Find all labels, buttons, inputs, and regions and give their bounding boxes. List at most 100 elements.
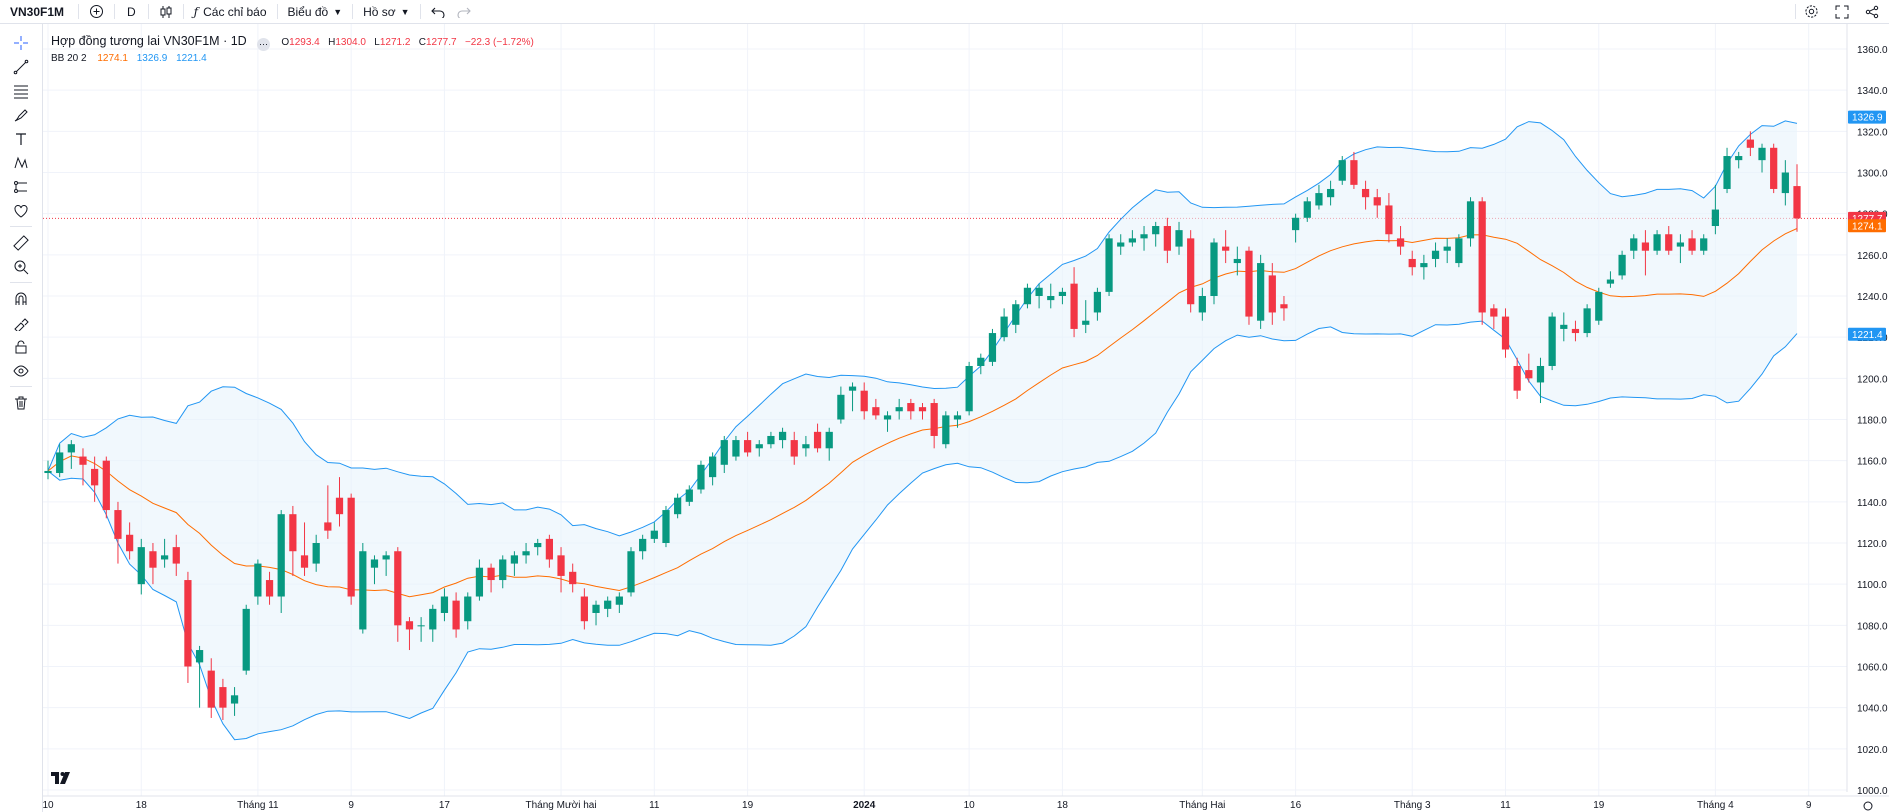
settings-button[interactable] (1796, 0, 1827, 23)
candle-body (1793, 186, 1801, 219)
time-axis: 10 18 Tháng 11 9 17 Tháng Mười hai 11 19 2024 10 1… (42, 795, 1889, 811)
chart-menu-button[interactable]: Biểu đồ ▼ (278, 0, 353, 23)
candle (1711, 184, 1719, 235)
candle-body (872, 407, 880, 416)
candle-body (1210, 242, 1218, 296)
toolbar-divider (114, 4, 115, 19)
candle (930, 398, 938, 449)
compare-button[interactable] (79, 0, 114, 23)
projection-tool-button[interactable] (10, 178, 32, 200)
candle-body (1093, 291, 1102, 313)
candle-body (778, 431, 787, 441)
candle-body (1723, 156, 1731, 189)
favorites-tool-button[interactable] (10, 202, 32, 224)
zoom-tool-button[interactable] (10, 258, 32, 280)
candle-body (627, 551, 635, 593)
chart-type-button[interactable] (149, 0, 183, 23)
candle (254, 559, 262, 605)
candle (860, 382, 868, 420)
redo-button[interactable] (455, 0, 481, 23)
candle-body (254, 563, 262, 597)
candle (487, 563, 495, 593)
fullscreen-button[interactable] (1827, 0, 1857, 23)
time-tick-label: 11 (1500, 800, 1511, 811)
chart-menu-label: Biểu đồ (287, 4, 329, 19)
candle-body (44, 470, 52, 474)
magnet-tool-button[interactable] (10, 290, 32, 312)
candle (1641, 230, 1650, 276)
candle (207, 658, 215, 718)
redo-icon (457, 6, 471, 18)
price-tick-label: 1240.0 (1857, 292, 1888, 303)
candle-body (755, 444, 763, 449)
hide-drawings-button[interactable] (10, 362, 32, 384)
candle (300, 522, 309, 576)
candle-body (137, 547, 145, 585)
candle (1361, 180, 1370, 210)
candle-body (184, 580, 192, 667)
candle (1035, 283, 1043, 309)
legend-menu-icon[interactable]: ⋯ (257, 38, 271, 51)
symbol-search-button[interactable]: VN30F1M (0, 0, 78, 23)
candle (1781, 160, 1789, 206)
ruler-tool-button[interactable] (10, 234, 32, 256)
candle (883, 411, 892, 432)
toolbar-divider (1795, 4, 1796, 19)
bb-label[interactable]: BB 20 2 (51, 53, 87, 64)
pattern-tool-button[interactable] (10, 154, 32, 176)
candle-body (604, 600, 612, 609)
brush-icon (13, 107, 29, 128)
lock-drawings-button[interactable] (10, 314, 32, 336)
candle (1117, 234, 1125, 255)
price-badge: 1221.4 (1848, 327, 1886, 341)
indicators-button[interactable]: ƒ Các chỉ báo (184, 0, 277, 23)
price-tick-label: 1200.0 (1857, 374, 1888, 385)
price-tick-label: 1320.0 (1857, 127, 1888, 138)
drawing-toolbar (0, 24, 43, 812)
candle-body (732, 440, 740, 457)
lock-button[interactable] (10, 338, 32, 360)
candle-body (965, 365, 973, 412)
ohlc-close-value: 1277.7 (426, 37, 457, 48)
candle-body (1641, 242, 1650, 251)
candle (604, 596, 612, 618)
candle-body (1525, 370, 1533, 379)
candle-body (359, 551, 367, 630)
candle (1735, 151, 1743, 169)
candle-body (1233, 258, 1241, 264)
candle-body (790, 440, 798, 457)
candle-body (1292, 217, 1300, 231)
candle-body (802, 444, 810, 449)
brush-tool-button[interactable] (10, 106, 32, 128)
fib-tool-button[interactable] (10, 82, 32, 104)
undo-button[interactable] (421, 0, 455, 23)
candle-body (382, 555, 390, 560)
profile-menu-button[interactable]: Hồ sơ ▼ (353, 0, 419, 23)
legend-title[interactable]: Hợp đồng tương lai VN30F1M · 1D (51, 34, 247, 48)
remove-drawings-button[interactable] (10, 394, 32, 416)
candle (137, 538, 145, 595)
candle (557, 547, 565, 593)
tradingview-logo[interactable] (51, 771, 73, 787)
candle-body (1536, 365, 1545, 383)
crosshair-tool-button[interactable] (10, 34, 32, 56)
interval-button[interactable]: D (115, 0, 148, 23)
candle (312, 534, 320, 572)
candle (848, 382, 857, 412)
projection-icon (13, 179, 29, 200)
candle-body (1280, 304, 1288, 309)
share-button[interactable] (1857, 0, 1889, 23)
candle-body (219, 687, 227, 708)
candle (1187, 230, 1195, 313)
trendline-tool-button[interactable] (10, 58, 32, 80)
candle-body (1326, 188, 1335, 198)
share-icon (1865, 5, 1879, 19)
candle-body (1513, 365, 1521, 391)
text-tool-button[interactable] (10, 130, 32, 152)
candle-body (1735, 156, 1743, 161)
candle (813, 423, 822, 453)
lock-drawings-icon (13, 315, 29, 336)
candle (219, 678, 227, 721)
candle-body (312, 543, 320, 564)
